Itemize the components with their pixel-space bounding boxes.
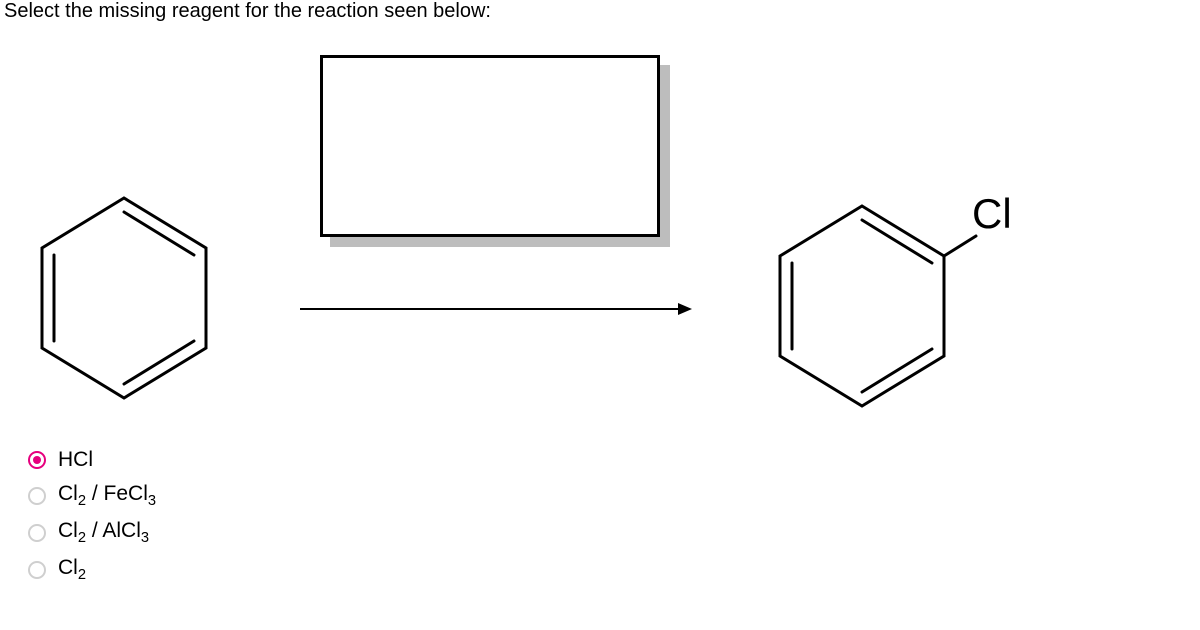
- option-row[interactable]: Cl2 / AlCl3: [28, 519, 156, 546]
- radio-icon[interactable]: [28, 561, 46, 579]
- reactant-benzene: [28, 190, 218, 415]
- option-label: Cl2: [58, 556, 86, 583]
- option-row[interactable]: Cl2: [28, 556, 156, 583]
- option-label: Cl2 / AlCl3: [58, 519, 149, 546]
- answer-options: HCl Cl2 / FeCl3 Cl2 / AlCl3 Cl2: [28, 448, 156, 594]
- reaction-arrow-icon: [300, 299, 700, 324]
- radio-icon[interactable]: [28, 487, 46, 505]
- question-text: Select the missing reagent for the react…: [4, 0, 491, 23]
- product-chlorobenzene: [766, 188, 996, 423]
- option-label: Cl2 / FeCl3: [58, 482, 156, 509]
- reagent-input-box: [320, 55, 660, 237]
- option-label: HCl: [58, 448, 93, 472]
- radio-icon[interactable]: [28, 524, 46, 542]
- option-row[interactable]: Cl2 / FeCl3: [28, 482, 156, 509]
- product-substituent-label: Cl: [972, 190, 1012, 238]
- radio-icon[interactable]: [28, 451, 46, 469]
- option-row[interactable]: HCl: [28, 448, 156, 472]
